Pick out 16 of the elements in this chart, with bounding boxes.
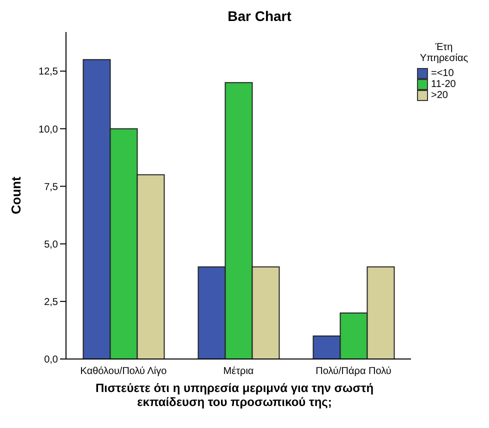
legend-label: >20 [431,90,448,101]
y-tick-label: 5,0 [44,239,58,250]
x-tick-label: Καθόλου/Πολύ Λίγο [80,366,168,378]
x-axis-title: Πιστεύετε ότι η υπηρεσία μεριμνά για την σωστή εκπαίδευση του προσωπικού της; [94,381,375,409]
y-axis-title: Count [8,176,24,214]
x-tick-label: Μέτρια [223,366,254,378]
x-tick-label: Πολύ/Πάρα Πολύ [316,366,392,378]
y-tick-label: 0,0 [44,354,58,366]
legend-title: Έτη Υπηρεσίας [418,42,470,64]
y-tick-label: 10,0 [38,124,58,136]
legend-label: 11-20 [431,79,456,90]
y-tick-label: 12,5 [38,66,58,78]
y-tick-label: 2,5 [44,296,58,308]
y-tick-label: 7,5 [44,182,58,193]
chart-title: Bar Chart [226,8,292,26]
legend-label: =<10 [431,68,454,79]
